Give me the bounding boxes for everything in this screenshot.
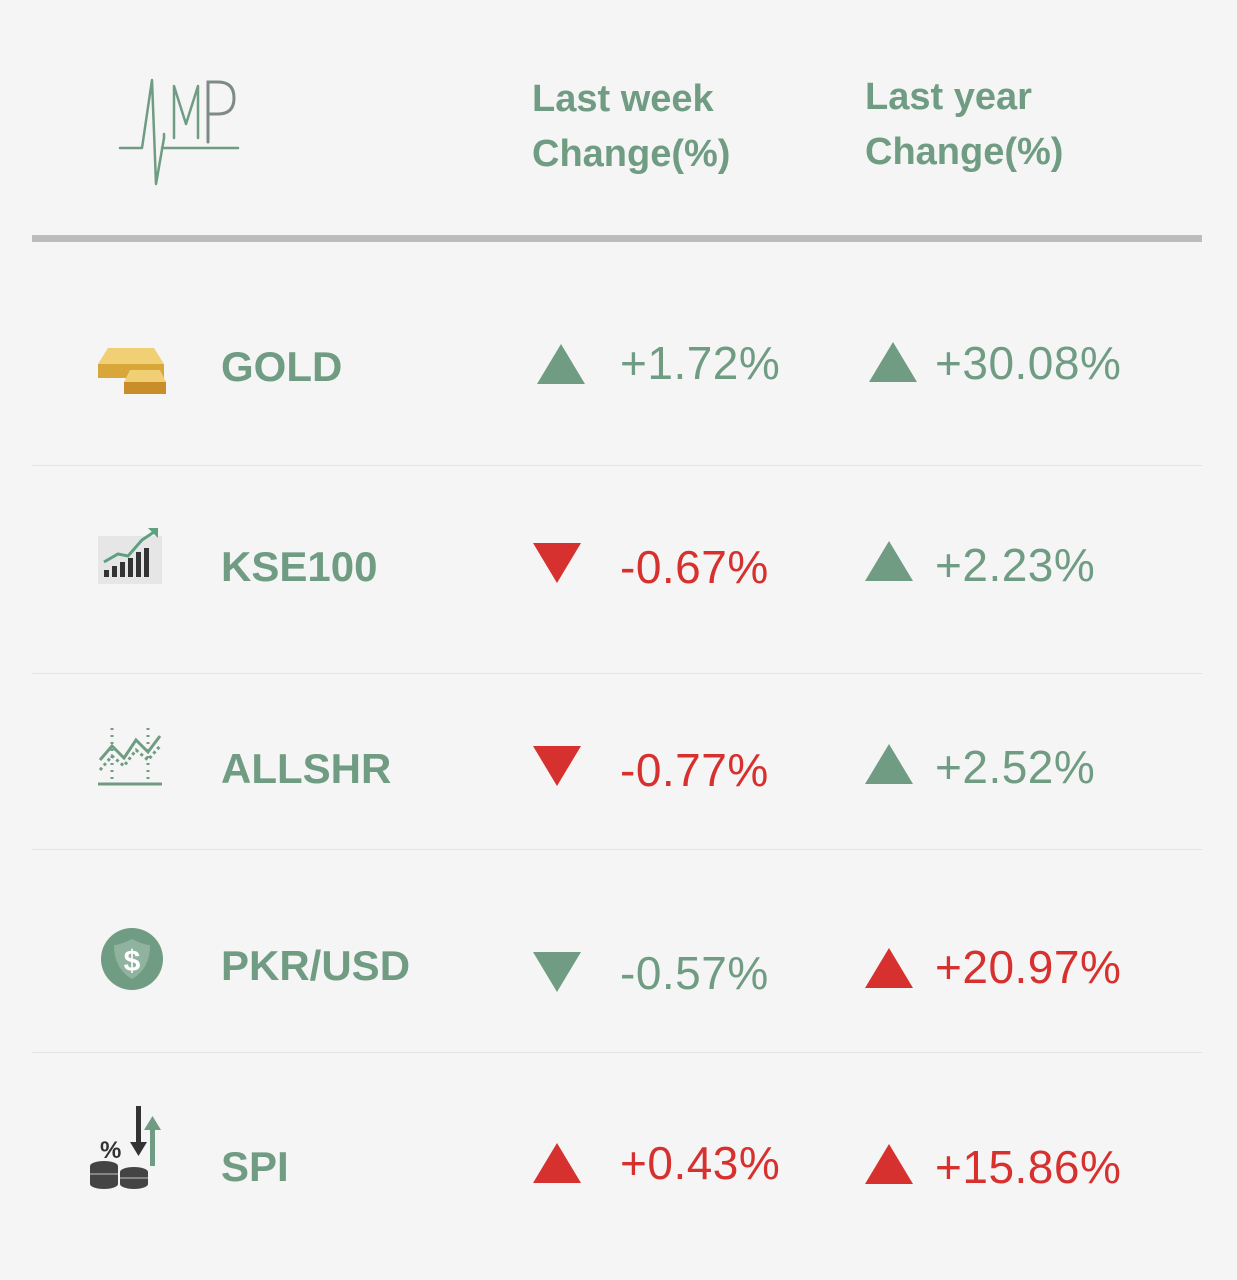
header-week-line2: Change(%)	[532, 133, 731, 175]
spi-week-change: +0.43%	[620, 1137, 781, 1189]
svg-text:$: $	[124, 945, 141, 978]
week-down-arrow-icon	[533, 543, 581, 583]
header-divider	[32, 235, 1202, 242]
week-down-arrow-icon	[533, 746, 581, 786]
spi-year-change: +15.86%	[935, 1141, 1122, 1193]
row-divider	[32, 1052, 1202, 1053]
header-year-line1: Last year	[865, 76, 1032, 118]
allshr-week-change: -0.77%	[620, 744, 769, 796]
header-year-line2: Change(%)	[865, 131, 1064, 173]
year-up-arrow-icon	[869, 342, 917, 382]
kse100-week-change: -0.67%	[620, 541, 769, 593]
row-divider	[32, 849, 1202, 850]
week-up-arrow-icon	[537, 344, 585, 384]
week-down-arrow-icon	[533, 952, 581, 992]
gold-bar-icon	[98, 348, 166, 394]
header-week-line1: Last week	[532, 78, 714, 120]
asset-name-allshr: ALLSHR	[221, 745, 392, 792]
kse100-year-change: +2.23%	[935, 539, 1096, 591]
row-divider	[32, 673, 1202, 674]
row-divider	[32, 465, 1202, 466]
year-up-arrow-icon	[865, 948, 913, 988]
rising-bar-chart-icon	[98, 528, 162, 584]
pkr-usd-week-change: -0.57%	[620, 947, 769, 999]
asset-name-gold: GOLD	[221, 343, 343, 390]
year-up-arrow-icon	[865, 744, 913, 784]
header-last-year: Last year Change(%)	[865, 70, 1063, 180]
svg-text:%: %	[100, 1137, 121, 1164]
week-up-arrow-icon	[533, 1143, 581, 1183]
allshr-year-change: +2.52%	[935, 741, 1096, 793]
asset-name-pkr-usd: PKR/USD	[221, 942, 411, 989]
asset-name-spi: SPI	[221, 1143, 289, 1190]
dollar-coin-icon: $	[101, 928, 163, 990]
asset-name-kse100: KSE100	[221, 543, 378, 590]
year-up-arrow-icon	[865, 541, 913, 581]
amp-logo	[118, 78, 240, 186]
header-last-week: Last week Change(%)	[532, 72, 730, 182]
pkr-usd-year-change: +20.97%	[935, 941, 1122, 993]
gold-year-change: +30.08%	[935, 337, 1122, 389]
gold-week-change: +1.72%	[620, 337, 781, 389]
coins-percent-icon: %	[90, 1106, 161, 1189]
line-chart-icon	[98, 728, 162, 786]
year-up-arrow-icon	[865, 1144, 913, 1184]
